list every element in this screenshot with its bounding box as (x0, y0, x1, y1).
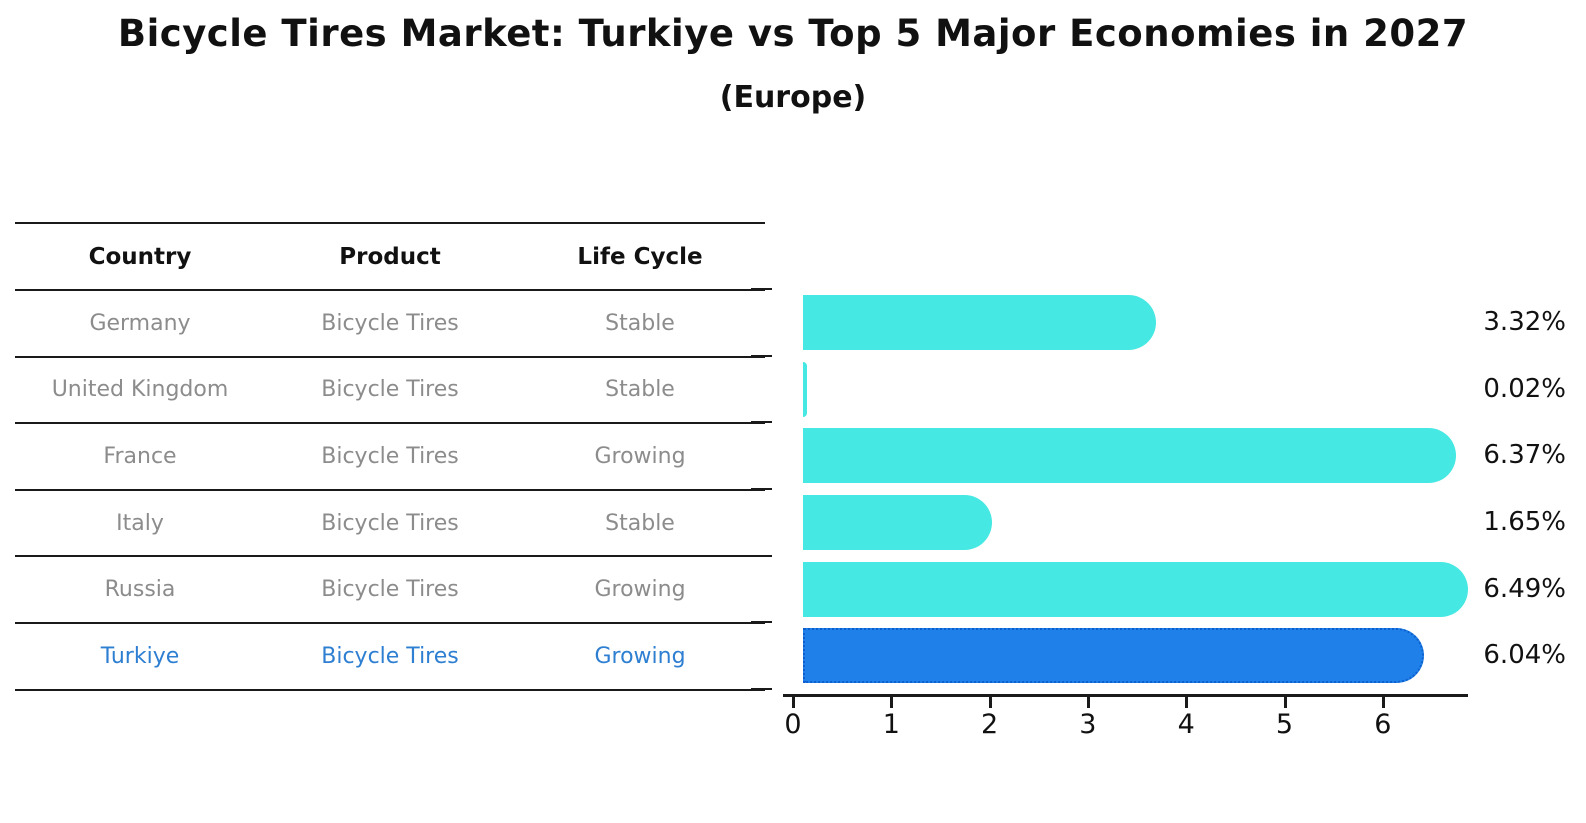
x-axis-tick-label: 2 (981, 709, 999, 740)
value-label-column: 3.32% 0.02% 6.37% 1.65% 6.49% 6.04% (1462, 289, 1566, 689)
x-axis-tick (1283, 697, 1287, 708)
product-cell: Bicycle Tires (321, 310, 459, 336)
bar-row-russia (793, 556, 1473, 623)
x-axis-tick (988, 697, 992, 708)
value-label-russia: 6.49% (1483, 573, 1566, 604)
country-cell: Italy (116, 510, 164, 536)
country-info-table: Country Product Life Cycle Germany Bicyc… (15, 222, 765, 691)
value-label-united-kingdom: 0.02% (1483, 373, 1566, 404)
life-cycle-cell: Growing (594, 443, 686, 469)
value-label-italy: 1.65% (1483, 506, 1566, 537)
x-axis-tick-label: 6 (1374, 709, 1392, 740)
y-axis-tick (751, 554, 772, 557)
x-axis: 0 1 2 3 4 5 6 (783, 697, 1483, 747)
bar-italy (803, 494, 993, 550)
country-cell: United Kingdom (51, 377, 229, 403)
product-cell: Bicycle Tires (321, 643, 459, 669)
table-row-italy: Italy Bicycle Tires Stable (15, 491, 765, 558)
table-row-turkiye: Turkiye Bicycle Tires Growing (15, 624, 765, 691)
x-axis-tick-label: 4 (1177, 709, 1195, 740)
product-cell: Bicycle Tires (321, 377, 459, 403)
country-cell: Turkiye (100, 643, 180, 669)
x-axis-tick-label: 0 (784, 709, 802, 740)
y-axis-tick (751, 621, 772, 624)
x-axis-tick (792, 697, 795, 708)
bar-russia (803, 561, 1468, 617)
table-row-russia: Russia Bicycle Tires Growing (15, 557, 765, 624)
x-axis-line (783, 694, 1468, 697)
y-axis-tick (751, 421, 772, 424)
y-axis-tick (751, 487, 772, 490)
life-cycle-cell: Stable (605, 510, 675, 536)
chart-subtitle: (Europe) (719, 80, 867, 115)
bar-turkiye (803, 628, 1424, 684)
product-cell: Bicycle Tires (321, 443, 459, 469)
bar-france (803, 428, 1457, 484)
product-cell: Bicycle Tires (321, 577, 459, 603)
value-label-germany: 3.32% (1483, 307, 1566, 337)
y-axis-tick (751, 354, 772, 357)
bar-row-germany (793, 289, 1473, 356)
product-cell: Bicycle Tires (321, 510, 459, 536)
column-header-life-cycle: Life Cycle (577, 243, 703, 270)
country-cell: Russia (104, 577, 176, 603)
bar-row-united-kingdom (793, 356, 1473, 423)
chart-title: Bicycle Tires Market: Turkiye vs Top 5 M… (117, 12, 1469, 55)
table-header-row: Country Product Life Cycle (15, 224, 765, 291)
life-cycle-cell: Stable (605, 377, 675, 403)
x-axis-tick-label: 3 (1079, 709, 1097, 740)
country-cell: Germany (89, 310, 191, 336)
bar-plot-area (793, 289, 1473, 689)
bar-row-france (793, 422, 1473, 489)
x-axis-tick-label: 5 (1275, 709, 1294, 740)
x-axis-tick (1185, 697, 1189, 708)
life-cycle-cell: Growing (594, 577, 686, 603)
table-row-united-kingdom: United Kingdom Bicycle Tires Stable (15, 358, 765, 425)
x-axis-tick (890, 697, 894, 708)
x-axis-tick-label: 1 (882, 709, 900, 740)
table-row-france: France Bicycle Tires Growing (15, 424, 765, 491)
bar-row-italy (793, 489, 1473, 556)
value-label-turkiye: 6.04% (1483, 640, 1566, 671)
column-header-product: Product (339, 243, 441, 270)
y-axis-ticks (751, 288, 772, 690)
bar-row-turkiye (793, 622, 1473, 689)
bar-united-kingdom (803, 361, 807, 417)
x-axis-tick (1381, 697, 1385, 708)
y-axis-tick (751, 288, 772, 290)
country-cell: France (103, 443, 177, 469)
value-label-france: 6.37% (1483, 440, 1566, 471)
y-axis-tick (751, 687, 772, 690)
column-header-country: Country (88, 243, 192, 270)
life-cycle-cell: Growing (594, 643, 686, 669)
bar-germany (803, 295, 1157, 350)
life-cycle-cell: Stable (605, 310, 675, 336)
table-row-germany: Germany Bicycle Tires Stable (15, 291, 765, 358)
x-axis-tick (1086, 697, 1090, 708)
